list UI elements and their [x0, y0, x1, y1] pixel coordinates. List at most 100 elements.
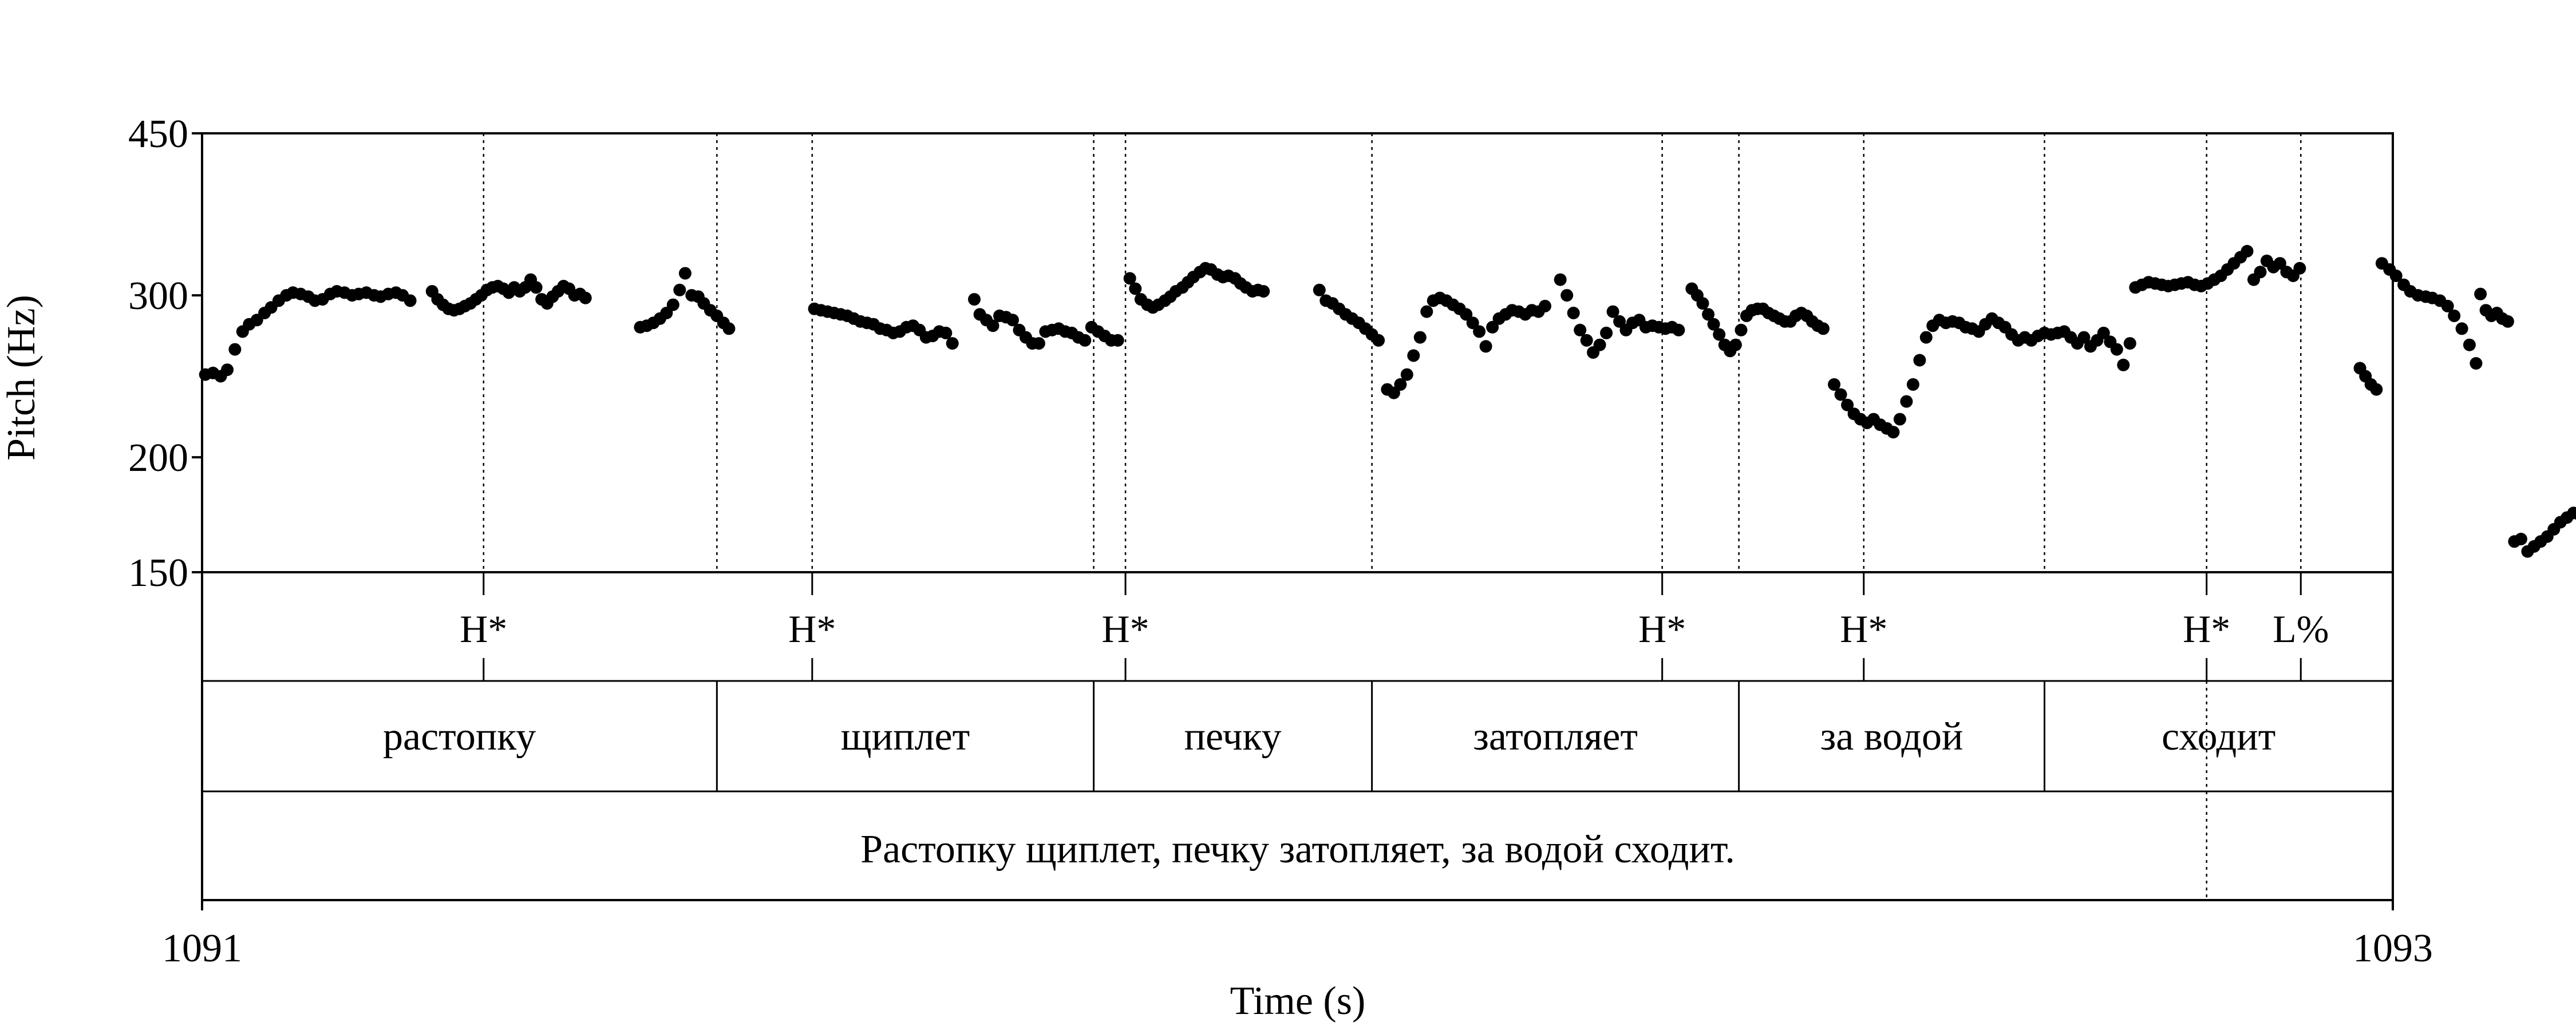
tier-labels: H* H* H* H* H* H* L% растопку щиплет печку затопля… — [383, 607, 2329, 759]
pitch-point — [2293, 262, 2306, 275]
pitch-point — [579, 291, 592, 304]
pitch-point — [1841, 398, 1854, 411]
annotation-guide-lines — [483, 133, 2302, 900]
pitch-point — [1479, 340, 1492, 353]
pitch-point — [666, 298, 679, 311]
pitch-point — [1413, 331, 1427, 344]
pitch-point — [1702, 308, 1715, 321]
pitch-point — [1407, 349, 1420, 362]
pitch-point — [1567, 307, 1580, 319]
pitch-point — [2441, 299, 2454, 312]
pitch-point — [228, 343, 242, 356]
pitch-point — [1111, 334, 1124, 347]
y-tick-label: 300 — [128, 274, 188, 318]
pitch-point — [2463, 338, 2476, 351]
pitch-point — [2123, 337, 2136, 350]
pitch-point — [1834, 388, 1847, 401]
pitch-point — [1554, 273, 1567, 286]
pitch-point — [1372, 334, 1385, 347]
tone-label: L% — [2273, 607, 2329, 651]
pitch-point — [1613, 315, 1626, 328]
pitch-point — [1828, 378, 1841, 391]
pitch-point — [2470, 357, 2483, 370]
pitch-point — [1913, 354, 1926, 367]
pitch-point — [1887, 426, 1900, 439]
pitch-point — [1600, 326, 1613, 339]
pitch-point — [2077, 331, 2091, 344]
figure-frames — [201, 132, 2394, 901]
x-axis-label: Time (s) — [1230, 979, 1366, 1023]
pitch-point — [1906, 378, 1919, 391]
pitch-point — [2241, 245, 2254, 258]
pitch-point — [1707, 318, 1720, 331]
pitch-point — [2574, 510, 2576, 520]
pitch-point — [1078, 334, 1092, 347]
pitch-point — [1672, 323, 1685, 336]
y-tick-label: 200 — [128, 436, 188, 480]
pitch-point — [986, 319, 999, 332]
pitch-point — [946, 337, 959, 350]
pitch-point — [221, 363, 234, 377]
pitch-point — [404, 294, 417, 307]
pitch-point — [1735, 323, 1748, 336]
tone-label: H* — [2183, 607, 2230, 651]
pitch-point — [1006, 314, 1019, 327]
pitch-point — [2097, 326, 2110, 339]
pitch-point — [1696, 297, 1709, 310]
sentence-label: Растопку щиплет, печку затопляет, за вод… — [860, 827, 1735, 871]
tone-label: H* — [788, 607, 836, 651]
tone-label: H* — [1638, 607, 1686, 651]
pitch-point — [678, 267, 692, 280]
pitch-point — [1466, 316, 1479, 330]
pitch-points — [199, 245, 2576, 558]
word-label: печку — [1184, 715, 1282, 759]
pitch-point — [2273, 257, 2286, 270]
pitch-point — [1460, 308, 1473, 321]
pitch-point — [968, 293, 981, 306]
tone-label: H* — [1840, 607, 1887, 651]
pitch-point — [1539, 299, 1551, 312]
pitch-point — [1919, 331, 1933, 344]
pitch-point — [1900, 395, 1913, 408]
pitch-point — [2501, 315, 2514, 328]
pitch-point — [2254, 266, 2267, 279]
pitch-point — [1420, 305, 1433, 318]
plot-frame — [201, 132, 2394, 573]
x-tick-label: 1091 — [162, 926, 242, 970]
pitch-point — [939, 326, 953, 339]
x-tick-label: 1093 — [2353, 926, 2433, 970]
tone-label: H* — [460, 607, 507, 651]
pitch-point — [1593, 338, 1606, 351]
y-axis-label: Pitch (Hz) — [0, 295, 44, 461]
pitch-point — [2110, 343, 2123, 356]
pitch-point — [2448, 309, 2461, 322]
word-label: щиплет — [841, 715, 970, 759]
word-label: сходит — [2162, 715, 2275, 759]
pitch-point — [1486, 320, 1499, 334]
pitch-point — [1400, 368, 1413, 381]
pitch-point — [2370, 383, 2383, 396]
pitch-point — [1313, 283, 1326, 296]
pitch-point — [1123, 272, 1136, 285]
pitch-point — [530, 281, 543, 294]
word-label: за водой — [1820, 715, 1963, 759]
pitch-point — [1560, 289, 1574, 302]
word-label: растопку — [383, 715, 536, 759]
word-label: затопляет — [1473, 715, 1638, 759]
pitch-point — [1606, 305, 1619, 318]
tone-label: H* — [1102, 607, 1149, 651]
pitch-point — [2474, 287, 2487, 300]
pitch-point — [2455, 322, 2468, 335]
pitch-point — [2117, 358, 2130, 371]
pitch-point — [1473, 325, 1486, 338]
pitch-point — [1394, 378, 1407, 391]
pitch-point — [1574, 323, 1587, 336]
pitch-point — [1893, 413, 1906, 426]
pitch-point — [1817, 322, 1830, 335]
pitch-point — [1129, 282, 1142, 295]
axis-ticks: 450 300 200 150 1091 1093 — [128, 112, 2433, 970]
pitch-point — [2389, 270, 2403, 282]
pitch-point — [1713, 328, 1726, 341]
tier-frame — [201, 571, 2394, 901]
